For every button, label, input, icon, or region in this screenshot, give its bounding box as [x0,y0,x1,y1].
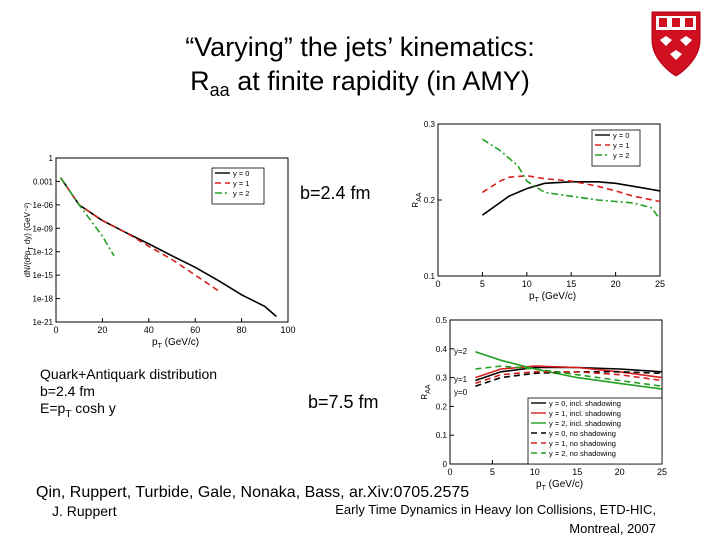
legend-label: y = 0, incl. shadowing [549,399,621,408]
legend-label: y = 2 [613,151,629,160]
spectrum-chart: 0 20 40 60 80 100 1 0.001 1e-06 1e-09 1e-12 1e-15 1e… [23,154,296,350]
rapidity-annotation: y=1 [454,375,468,384]
series-line [59,177,115,257]
author-name: J. Ruppert [52,503,117,519]
y-axis-label: dN/(d²pT dy) (GeV⁻²) [23,202,35,277]
slide-title: “Varying” the jets’ kinematics: Raa at f… [100,30,620,107]
y-tick-label: 1e-06 [33,201,54,210]
title-subscript: aa [209,80,230,100]
y-tick-label: 0 [443,460,448,469]
x-tick-label: 0 [53,325,58,335]
raa-b75-series [475,350,663,390]
raa-b75-annotations: y=2 y=1 y=0 [454,347,468,397]
x-axis-label: pT (GeV/c) [152,337,199,350]
note-line-2: b=2.4 fm [40,383,95,399]
legend-box [527,397,663,465]
title-line-1: “Varying” the jets’ kinematics: [185,32,535,62]
distribution-note: Quark+Antiquark distribution b=2.4 fm E=… [40,366,217,423]
x-tick-label: 20 [615,467,625,477]
legend-label: y = 0 [233,169,249,178]
y-tick-label: 0.1 [424,272,436,281]
y-tick-label: 1e-18 [33,295,54,304]
x-tick-label: 15 [566,279,576,289]
y-tick-label: 0.2 [436,402,448,411]
y-tick-label: 0.3 [436,374,448,383]
raa-b24-series [481,138,661,220]
x-tick-label: 10 [530,467,540,477]
x-axis-label: pT (GeV/c) [536,479,583,490]
legend-label: y = 2, no shadowing [549,449,616,458]
b-label-2-4: b=2.4 fm [300,183,371,203]
legend-label: y = 1 [233,179,249,188]
x-tick-label: 0 [435,279,440,289]
y-tick-label: 0.4 [436,345,448,354]
legend-label: y = 1 [613,141,629,150]
raa-b24-legend: y = 0y = 1y = 2 [591,129,641,167]
series-line [481,174,661,203]
x-tick-label: 0 [447,467,452,477]
raa-b24-axes: 0 5 10 15 20 25 0.1 0.2 0.3 pT (GeV/c) RAA [411,120,665,304]
y-tick-label: 1e-12 [33,248,54,257]
x-tick-label: 10 [522,279,532,289]
y-axis-label: RAA [411,192,423,207]
series-line [475,365,663,387]
x-tick-label: 5 [480,279,485,289]
university-crest-icon [651,11,701,77]
title-line-2: Raa at finite rapidity (in AMY) [100,64,620,107]
raa-chart-b24: 0 5 10 15 20 250.10.20.3pT (GeV/c)RAA y = 0y … [411,120,665,304]
series-line [481,181,661,216]
conference-line-1: Early Time Dynamics in Heavy Ion Collisi… [335,502,656,517]
spectrum-legend: y = 0y = 1y = 2 [211,167,265,205]
b-label-7-5: b=7.5 fm [308,392,379,412]
x-axis-label: pT (GeV/c) [529,291,576,304]
legend-label: y = 1, no shadowing [549,439,616,448]
y-tick-label: 0.3 [424,120,436,129]
x-tick-label: 5 [490,467,495,477]
y-tick-label: 0.001 [33,177,54,186]
plot-frame [55,157,289,323]
legend-box [211,167,265,205]
x-tick-label: 60 [190,325,200,335]
note-line-3: E=pT cosh y [40,400,217,423]
series-line [481,138,661,220]
legend-box [591,129,641,167]
y-tick-label: 1e-15 [33,271,54,280]
x-tick-label: 15 [572,467,582,477]
rapidity-annotation: y=2 [454,347,468,356]
y-tick-label: 0.1 [436,431,448,440]
x-tick-label: 25 [655,279,665,289]
conference-line-2: Montreal, 2007 [569,521,656,536]
y-tick-label: 1e-21 [33,318,54,327]
x-tick-label: 20 [611,279,621,289]
x-tick-label: 80 [237,325,247,335]
note-cosh: cosh y [71,400,116,416]
legend-label: y = 2 [233,189,249,198]
legend-label: y = 1, incl. shadowing [549,409,621,418]
y-tick-label: 0.5 [436,316,448,325]
legend-label: y = 0, no shadowing [549,429,616,438]
note-line-1: Quark+Antiquark distribution [40,366,218,382]
reference-citation: Qin, Ruppert, Turbide, Gale, Nonaka, Bas… [36,484,470,501]
legend-label: y = 0 [613,131,629,140]
x-tick-label: 20 [97,325,107,335]
title-r: R [190,66,210,96]
x-tick-label: 25 [657,467,667,477]
spectrum-axes: 0 20 40 60 80 100 1 0.001 1e-06 1e-09 1e-12 1e-15 1e… [23,154,296,350]
x-tick-label: 40 [144,325,154,335]
y-tick-label: 1 [49,154,54,163]
legend-label: y = 2, incl. shadowing [549,419,621,428]
y-axis-label: RAA [420,384,432,399]
y-tick-label: 1e-09 [33,224,54,233]
series-line [59,177,219,292]
y-tick-label: 0.2 [424,196,436,205]
rapidity-annotation: y=0 [454,388,468,397]
spectrum-series [59,177,277,318]
note-sub-t: T [65,408,72,420]
x-tick-label: 100 [280,325,295,335]
title-rest: at finite rapidity (in AMY) [229,66,530,96]
note-e-p: E=p [40,400,66,416]
conference-info: Early Time Dynamics in Heavy Ion Collisi… [300,500,656,538]
